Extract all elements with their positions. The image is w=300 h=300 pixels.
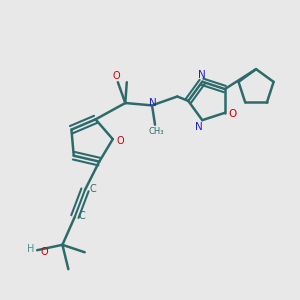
Text: C: C bbox=[89, 184, 96, 194]
Text: CH₃: CH₃ bbox=[149, 127, 164, 136]
Text: O: O bbox=[116, 136, 124, 146]
Text: H: H bbox=[27, 244, 34, 254]
Text: C: C bbox=[79, 211, 86, 221]
Text: O: O bbox=[228, 109, 236, 119]
Text: N: N bbox=[149, 98, 157, 108]
Text: N: N bbox=[195, 122, 203, 132]
Text: N: N bbox=[197, 70, 205, 80]
Text: O: O bbox=[41, 247, 48, 257]
Text: O: O bbox=[112, 71, 120, 81]
